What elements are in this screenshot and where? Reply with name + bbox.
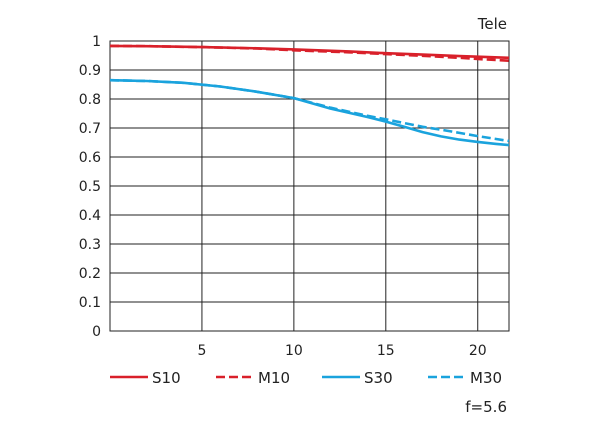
- tick-labels: 00.10.20.30.40.50.60.70.80.915 10 15 20: [79, 34, 487, 359]
- legend-label-m10: M10: [258, 369, 290, 387]
- y-tick-label: 1: [92, 34, 101, 50]
- x-tick-label: 20: [469, 343, 487, 359]
- series-line-m30: [109, 78, 510, 143]
- y-tick-label: 0.9: [79, 63, 101, 79]
- y-tick-label: 0.7: [79, 121, 101, 137]
- series-lines: [109, 44, 510, 147]
- y-tick-label: 0: [92, 324, 101, 340]
- legend-label-s10: S10: [152, 369, 181, 387]
- y-tick-label: 0.1: [79, 295, 101, 311]
- grid: [109, 40, 510, 332]
- aperture-annotation: f=5.6: [465, 398, 507, 416]
- y-tick-label: 0.6: [79, 150, 101, 166]
- x-tick-label: 10: [285, 343, 303, 359]
- y-tick-label: 0.4: [79, 208, 101, 224]
- legend: S10 M10 S30 M30: [110, 369, 502, 387]
- chart-title: Tele: [477, 15, 507, 33]
- legend-label-s30: S30: [364, 369, 393, 387]
- series-line-m10: [109, 44, 510, 62]
- x-tick-label: 15: [377, 343, 395, 359]
- y-tick-label: 0.2: [79, 266, 101, 282]
- legend-label-m30: M30: [470, 369, 502, 387]
- y-tick-label: 0.5: [79, 179, 101, 195]
- plot-frame: [109, 40, 510, 332]
- y-tick-label: 0.3: [79, 237, 101, 253]
- x-tick-label: 5: [197, 343, 206, 359]
- series-line-s30: [109, 78, 510, 147]
- y-tick-label: 0.8: [79, 92, 101, 108]
